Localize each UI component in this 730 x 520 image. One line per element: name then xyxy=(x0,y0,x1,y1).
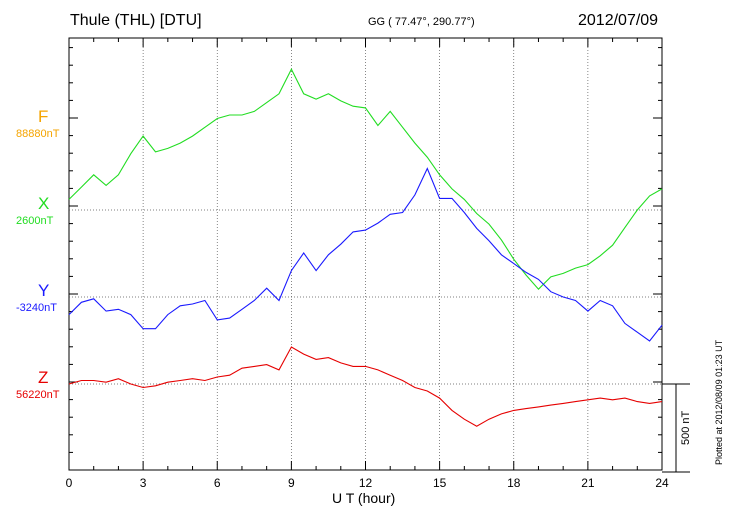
x-tick-label: 21 xyxy=(581,476,595,490)
series-name-z: Z xyxy=(38,368,49,387)
coordinates-label: GG ( 77.47°, 290.77°) xyxy=(368,16,475,28)
x-tick-label: 0 xyxy=(66,476,73,490)
series-name-y: Y xyxy=(38,281,50,300)
x-tick-label: 6 xyxy=(214,476,221,490)
scale-bar-label: 500 nT xyxy=(680,410,692,445)
plotted-at-note: Plotted at 2012/08/09 01:23 UT xyxy=(714,339,724,465)
series-baseline-x: 2600nT xyxy=(16,215,54,227)
grid-lines xyxy=(69,38,662,470)
series-lines xyxy=(68,67,663,427)
x-tick-label: 9 xyxy=(288,476,295,490)
x-tick-label: 3 xyxy=(140,476,147,490)
series-name-f: F xyxy=(38,107,49,126)
series-line-z xyxy=(68,346,663,427)
x-tick-label: 12 xyxy=(359,476,373,490)
series-baseline-f: 88880nT xyxy=(16,128,60,140)
x-tick-label: 18 xyxy=(507,476,521,490)
x-tick-label: 24 xyxy=(655,476,669,490)
series-line-y xyxy=(68,167,663,342)
series-baseline-z: 56220nT xyxy=(16,389,60,401)
station-title: Thule (THL) [DTU] xyxy=(70,12,202,29)
series-name-x: X xyxy=(38,194,50,213)
x-axis-label: U T (hour) xyxy=(332,490,396,506)
scale-bar xyxy=(662,383,690,473)
axis-ticks: 0 3 6 9 12 15 18 21 24 xyxy=(66,38,669,490)
series-baseline-y: -3240nT xyxy=(16,302,57,314)
date-label: 2012/07/09 xyxy=(578,12,659,29)
x-tick-label: 15 xyxy=(433,476,447,490)
series-line-x xyxy=(68,67,663,291)
